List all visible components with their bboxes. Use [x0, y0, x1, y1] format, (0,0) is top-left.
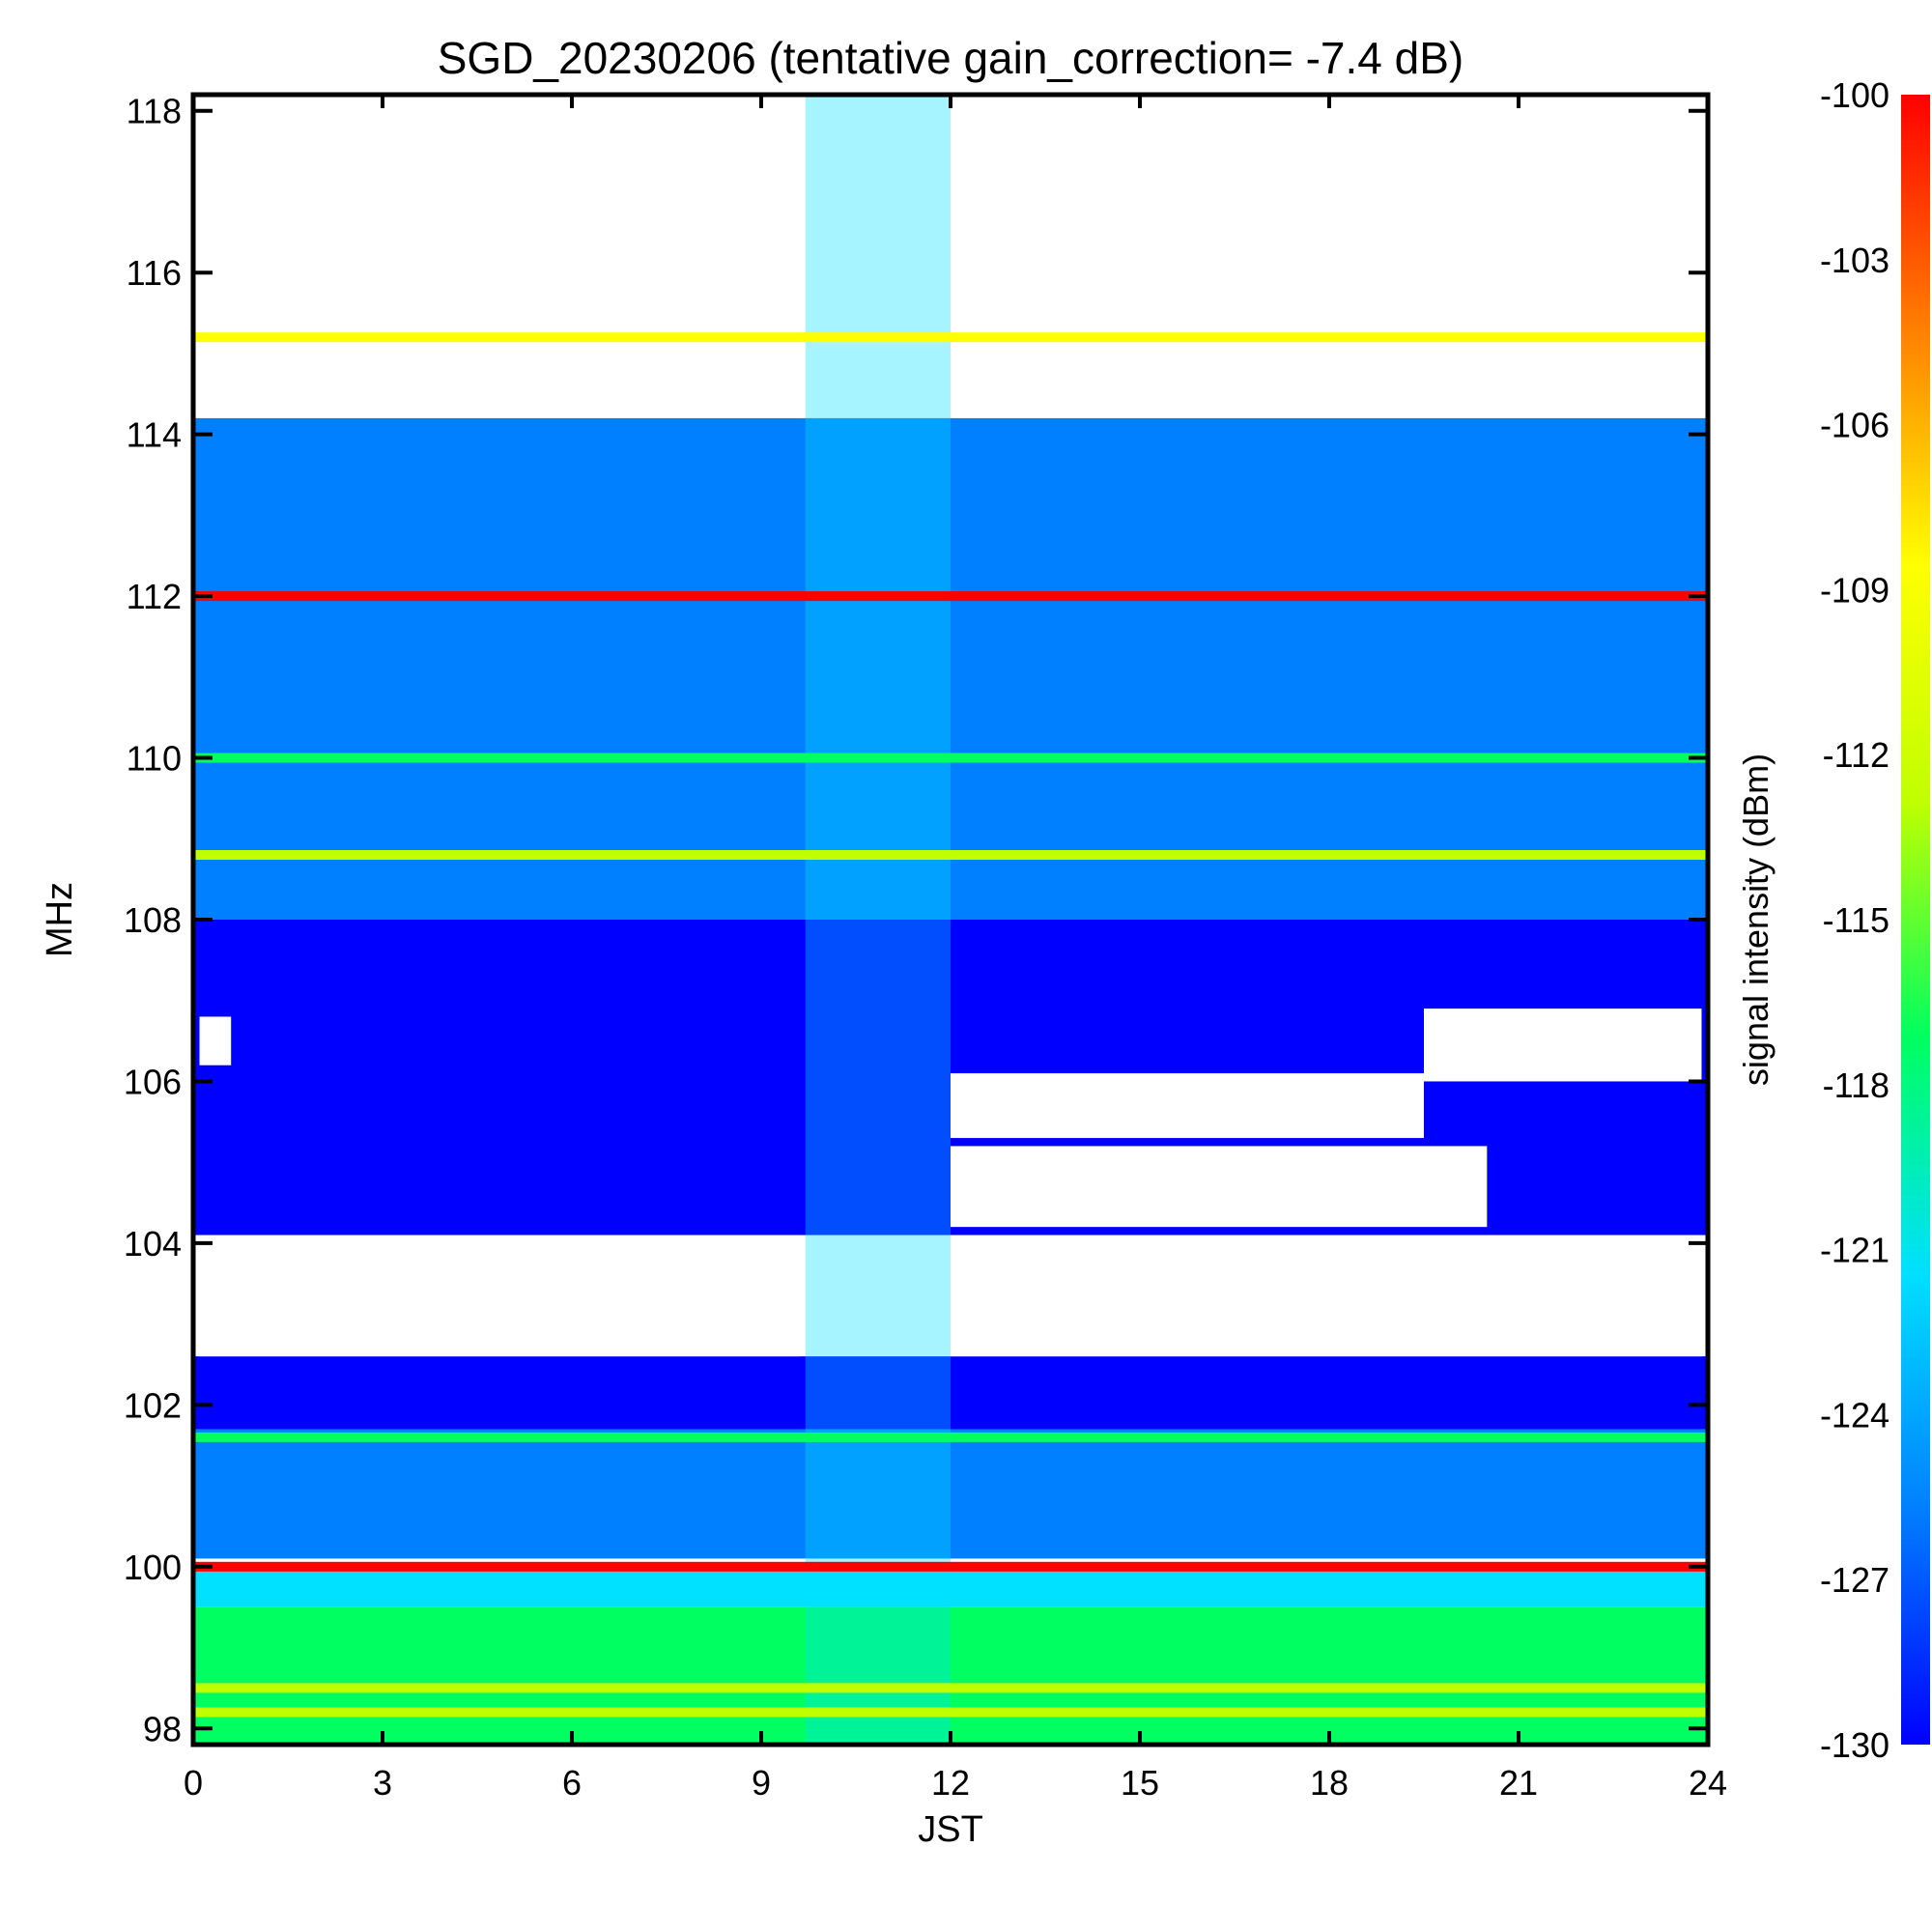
plot-area: [193, 95, 1708, 1745]
station-line: [193, 753, 1708, 763]
region-daytime-enhancement: [805, 95, 951, 1745]
region-quiet-102.6-104.1-night: [199, 1235, 800, 1357]
colorbar-tick-label: -124: [1820, 1395, 1889, 1435]
y-tick-label: 114: [127, 415, 182, 455]
station-line: [193, 1432, 1708, 1442]
y-axis: 98 100 102 104 106 108 110 112 114 116 118: [124, 92, 1708, 1748]
station-line: [193, 1683, 1708, 1693]
x-tick-label: 21: [1499, 1763, 1538, 1803]
colorbar-tick-label: -100: [1820, 75, 1889, 115]
colorbar: [1901, 95, 1930, 1745]
regions-layer: [193, 95, 1708, 1745]
colorbar-axis: -100 -103 -106 -109 -112 -115 -118 -121 -124 -127…: [1820, 75, 1889, 1765]
colorbar-tick-label: -118: [1823, 1065, 1889, 1105]
y-tick-label: 102: [124, 1385, 182, 1425]
region-band-101.7-102.6: [193, 1356, 1708, 1430]
colorbar-tick-label: -115: [1823, 900, 1889, 940]
y-tick-label: 98: [143, 1709, 182, 1748]
region-quiet-114.5-118.2: [193, 95, 1708, 394]
y-tick-label: 100: [124, 1548, 182, 1587]
region-quiet-104.2-105.2: [951, 1146, 1488, 1228]
station-line: [193, 332, 1708, 343]
region-band-112-114.2: [193, 417, 1708, 597]
x-tick-label: 9: [752, 1763, 771, 1803]
x-tick-label: 3: [373, 1763, 392, 1803]
x-axis: 0 3 6 9 12 15 18 21 24: [184, 95, 1727, 1803]
x-tick-label: 15: [1121, 1763, 1159, 1803]
x-tick-label: 24: [1689, 1763, 1727, 1803]
x-tick-label: 6: [562, 1763, 582, 1803]
region-quiet-106.0-106.9-evening: [1424, 1009, 1702, 1082]
region-quiet-102.6-104.1-day: [951, 1235, 1702, 1357]
y-tick-label: 112: [127, 577, 182, 616]
stations-layer: [193, 332, 1708, 1718]
region-quiet-105.3-106.1: [951, 1073, 1424, 1139]
station-line: [193, 1707, 1708, 1718]
station-line: [193, 850, 1708, 861]
colorbar-tick-label: -121: [1820, 1231, 1889, 1270]
station-line: [193, 1561, 1708, 1572]
chart-title: SGD_20230206 (tentative gain_correction=…: [438, 33, 1464, 83]
region-band-100.1-101.7: [193, 1429, 1708, 1559]
colorbar-label: signal intensity (dBm): [1736, 753, 1776, 1086]
region-quiet-106.2-106.8-morning: [199, 1016, 232, 1065]
y-axis-label: MHz: [40, 882, 80, 957]
y-tick-label: 118: [127, 92, 182, 131]
y-tick-label: 116: [127, 253, 182, 293]
x-tick-label: 18: [1310, 1763, 1349, 1803]
colorbar-tick-label: -112: [1823, 735, 1889, 775]
region-band-99.5-100: [193, 1566, 1708, 1607]
x-tick-label: 12: [931, 1763, 970, 1803]
x-axis-label: JST: [918, 1809, 983, 1850]
colorbar-tick-label: -103: [1820, 241, 1889, 280]
colorbar-tick-label: -106: [1820, 406, 1889, 445]
y-tick-label: 110: [127, 739, 182, 779]
station-line: [193, 591, 1708, 602]
colorbar-tick-label: -127: [1820, 1560, 1889, 1600]
y-tick-label: 104: [124, 1224, 182, 1264]
y-tick-label: 106: [124, 1062, 182, 1101]
region-band-97.8-99.5: [193, 1606, 1708, 1745]
colorbar-tick-label: -109: [1820, 570, 1889, 610]
y-tick-label: 108: [124, 900, 182, 940]
x-tick-label: 0: [184, 1763, 203, 1803]
colorbar-tick-label: -130: [1820, 1725, 1889, 1765]
